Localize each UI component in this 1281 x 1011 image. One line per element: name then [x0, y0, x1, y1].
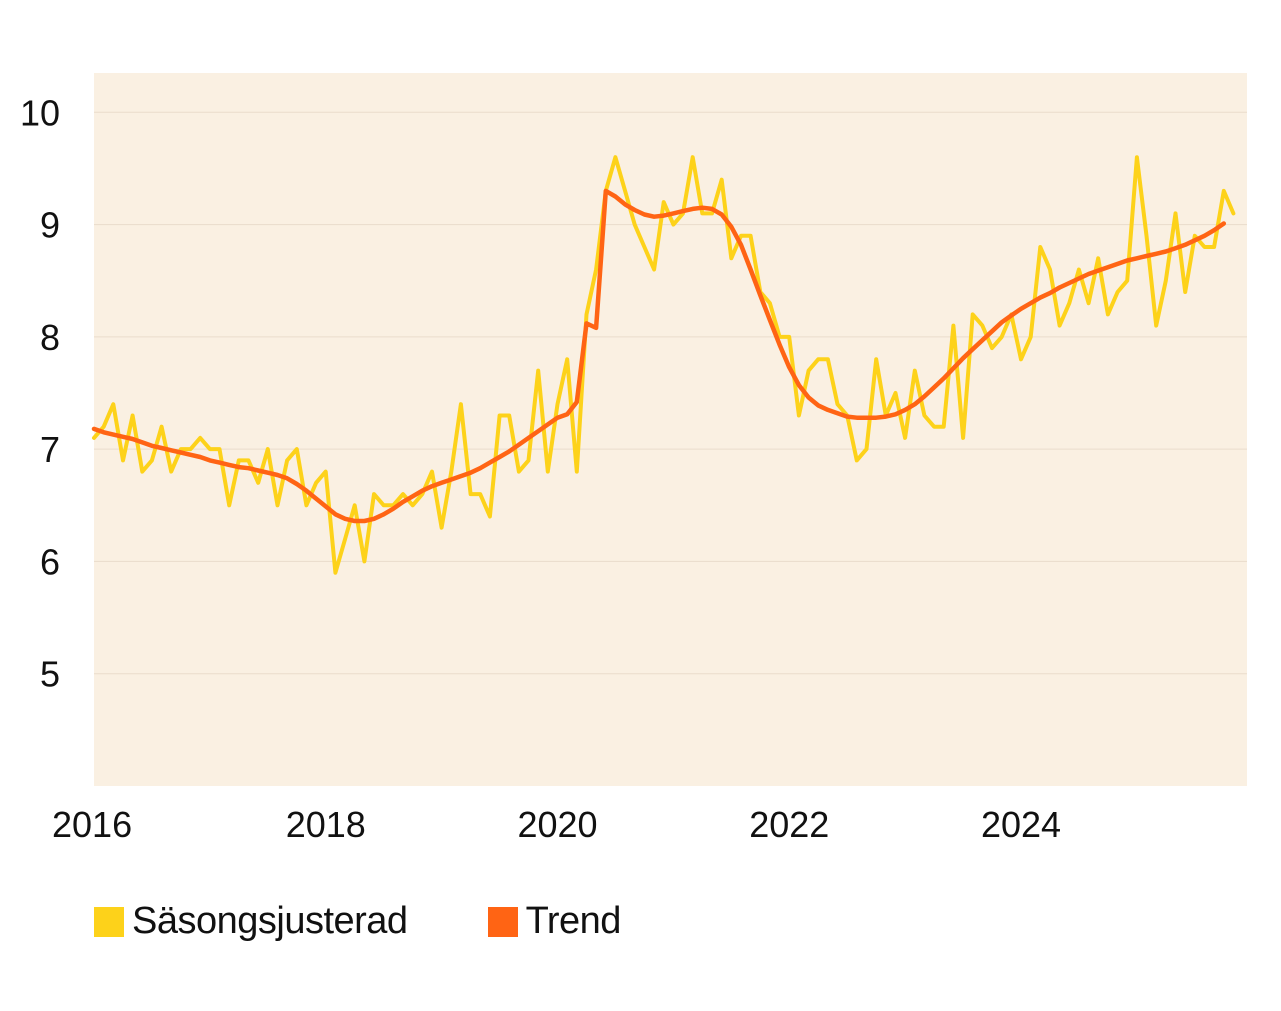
plot-background: [94, 73, 1247, 786]
gridlines: [94, 111, 1247, 675]
legend: Säsongsjusterad Trend: [94, 900, 701, 943]
x-tick-label: 2018: [286, 804, 366, 845]
x-tick-label: 2020: [517, 804, 597, 845]
y-tick-label: 8: [40, 317, 60, 358]
legend-swatch-trend: [487, 906, 518, 937]
y-tick-label: 10: [20, 92, 60, 133]
y-axis-ticks: 5 6 7 8 9 10: [20, 92, 60, 694]
x-tick-label: 2022: [749, 804, 829, 845]
x-tick-label: 2016: [52, 804, 132, 845]
legend-label-trend: Trend: [525, 900, 622, 942]
legend-swatch-sasongsjusterad: [94, 906, 124, 937]
series-lines: [91, 155, 1236, 575]
x-axis-ticks: 2016 2018 2020 2022 2024: [52, 804, 1061, 845]
y-tick-label: 5: [40, 654, 60, 695]
legend-item-trend: Trend: [487, 900, 622, 943]
x-tick-label: 2024: [981, 804, 1061, 845]
y-tick-label: 7: [40, 429, 60, 470]
legend-label-sasongsjusterad: Säsongsjusterad: [132, 900, 408, 942]
y-tick-label: 9: [40, 205, 60, 246]
y-tick-label: 6: [40, 541, 60, 582]
series-line-trend: [91, 188, 1227, 524]
legend-item-sasongsjusterad: Säsongsjusterad: [94, 900, 408, 943]
